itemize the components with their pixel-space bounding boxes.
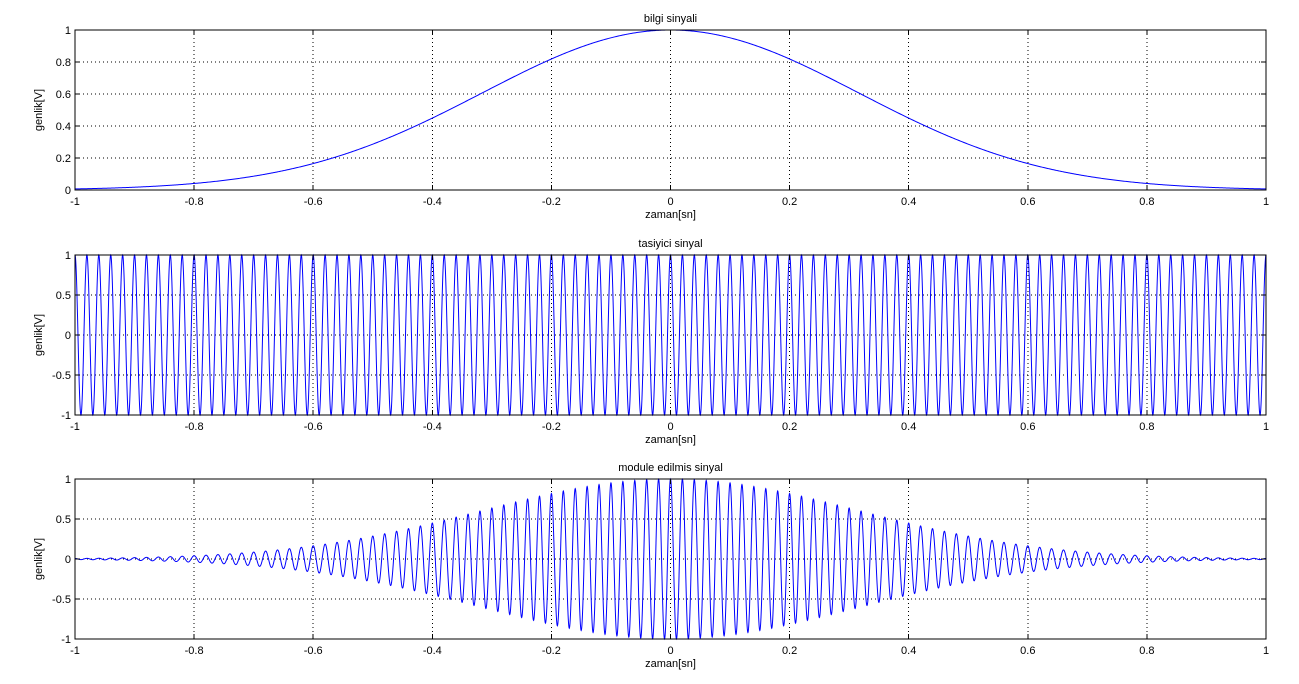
x-tick-label: -0.4 — [423, 196, 442, 208]
x-tick-label: 0.6 — [1020, 196, 1035, 208]
subplot-3: -1 -0.8 -0.6 -0.4 -0.2 0 0.2 0.4 0.6 0.8 1 -1 -0.5 0 0… — [33, 462, 1269, 670]
x-tick-label: -1 — [70, 645, 80, 657]
y-tick-label: -0.5 — [52, 594, 71, 606]
x-tick-label: 0.6 — [1020, 421, 1035, 433]
x-tick-label: 0 — [667, 645, 673, 657]
y-axis-label: genlik[V] — [33, 538, 45, 580]
x-tick-label: -0.8 — [185, 196, 204, 208]
y-tick-label: 1 — [65, 25, 71, 37]
x-tick-label: -1 — [70, 196, 80, 208]
x-tick-label: 1 — [1263, 421, 1269, 433]
chart-title: tasiyici sinyal — [638, 238, 702, 250]
x-tick-label: -0.4 — [423, 645, 442, 657]
x-axis-label: zaman[sn] — [645, 209, 696, 221]
x-tick-label: 0.2 — [782, 196, 797, 208]
x-tick-label: -0.2 — [542, 196, 561, 208]
x-tick-label: -0.6 — [304, 196, 323, 208]
x-tick-label: -0.6 — [304, 645, 323, 657]
x-tick-label: 0 — [667, 421, 673, 433]
y-tick-label: -1 — [61, 410, 71, 422]
x-tick-label: 0.6 — [1020, 645, 1035, 657]
x-tick-label: 1 — [1263, 196, 1269, 208]
x-tick-label: 0.4 — [901, 645, 916, 657]
y-tick-label: -1 — [61, 634, 71, 646]
x-tick-label: 0.8 — [1139, 421, 1154, 433]
y-tick-label: 0 — [65, 330, 71, 342]
y-tick-label: 1 — [65, 250, 71, 262]
y-tick-label: 0.6 — [56, 89, 71, 101]
y-tick-label: 0.5 — [56, 290, 71, 302]
x-tick-label: 0.2 — [782, 645, 797, 657]
x-axis-label: zaman[sn] — [645, 434, 696, 446]
x-tick-label: 0.4 — [901, 196, 916, 208]
x-tick-label: -0.2 — [542, 645, 561, 657]
y-axis-label: genlik[V] — [33, 89, 45, 131]
y-tick-label: -0.5 — [52, 370, 71, 382]
x-tick-label: 1 — [1263, 645, 1269, 657]
subplot-2: -1 -0.8 -0.6 -0.4 -0.2 0 0.2 0.4 0.6 0.8 1 -1 -0.5 0 0… — [33, 238, 1269, 446]
y-tick-label: 1 — [65, 474, 71, 486]
x-tick-label: -0.8 — [185, 421, 204, 433]
x-tick-label: 0.8 — [1139, 196, 1154, 208]
y-tick-label: 0.2 — [56, 153, 71, 165]
y-tick-label: 0.8 — [56, 57, 71, 69]
x-tick-label: -0.6 — [304, 421, 323, 433]
x-tick-label: 0.2 — [782, 421, 797, 433]
y-axis-label: genlik[V] — [33, 314, 45, 356]
x-tick-label: 0.8 — [1139, 645, 1154, 657]
y-tick-label: 0 — [65, 554, 71, 566]
x-tick-label: -0.8 — [185, 645, 204, 657]
y-tick-label: 0.4 — [56, 121, 71, 133]
y-tick-label: 0.5 — [56, 514, 71, 526]
x-tick-label: 0.4 — [901, 421, 916, 433]
x-tick-label: -0.4 — [423, 421, 442, 433]
x-tick-label: -1 — [70, 421, 80, 433]
x-axis-label: zaman[sn] — [645, 658, 696, 670]
chart-title: bilgi sinyali — [644, 13, 697, 25]
chart-title: module edilmis sinyal — [618, 462, 723, 474]
x-tick-label: 0 — [667, 196, 673, 208]
y-tick-label: 0 — [65, 185, 71, 197]
subplot-1: -1 -0.8 -0.6 -0.4 -0.2 0 0.2 0.4 0.6 0.8 1 0 0.2 0.4 0… — [33, 13, 1269, 221]
x-tick-label: -0.2 — [542, 421, 561, 433]
